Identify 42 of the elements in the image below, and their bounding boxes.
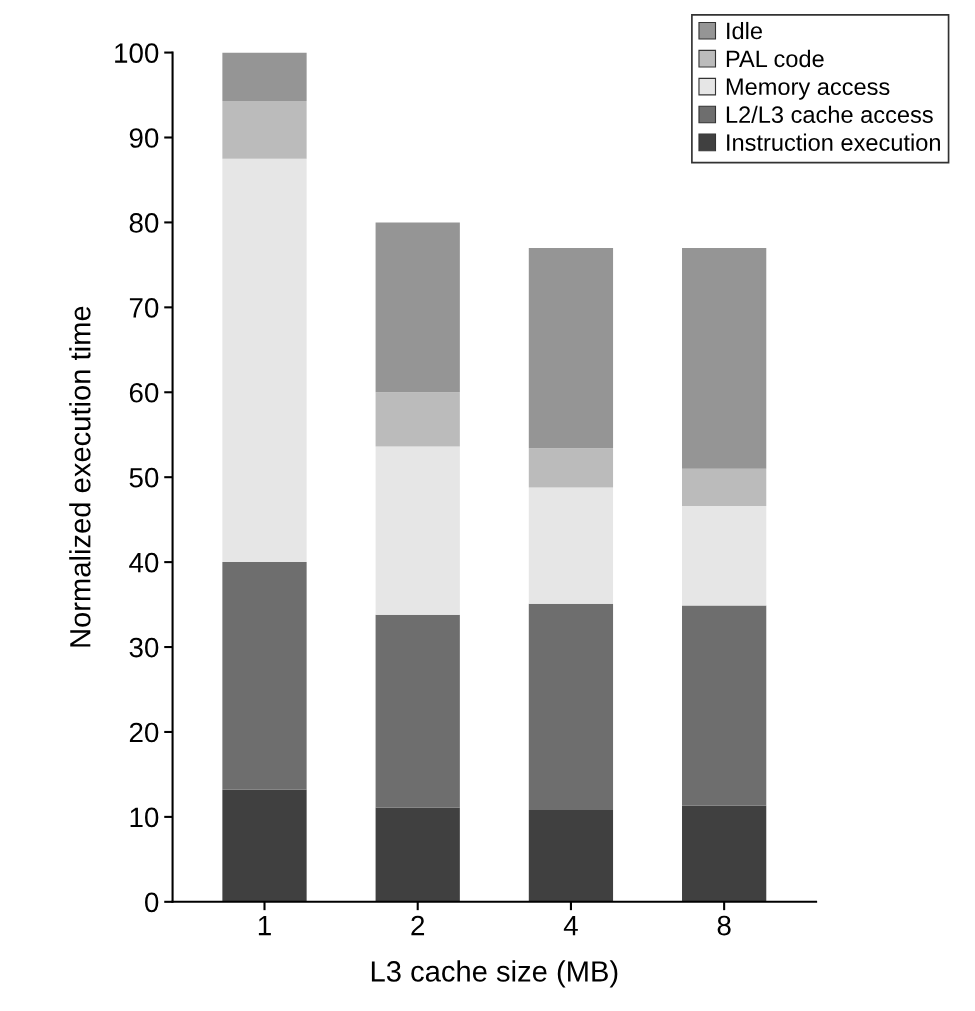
legend-label: Idle [727, 21, 762, 40]
x-tick-label: 1 [258, 916, 271, 936]
bar [682, 506, 767, 606]
bar [222, 52, 307, 101]
y-tick-label: 90 [129, 128, 159, 148]
y-tick-label: 100 [115, 43, 159, 63]
bar [222, 562, 307, 790]
x-axis-title: L3 cache size (MB) [371, 960, 618, 988]
y-tick-label: 50 [129, 467, 159, 488]
bar [222, 158, 307, 563]
bar [682, 805, 767, 902]
bar [682, 247, 767, 469]
legend-label: Memory access [726, 78, 890, 100]
legend-label: L2/L3 cache access [726, 105, 933, 123]
y-axis-title: Normalized execution time [69, 306, 91, 647]
bar [682, 605, 767, 806]
bar [375, 807, 460, 902]
y-tick-label: 30 [129, 637, 159, 658]
bar [375, 614, 460, 808]
bar [375, 392, 460, 447]
bar [528, 448, 614, 488]
bar [528, 487, 614, 604]
x-tick-label: 8 [717, 915, 731, 936]
x-tick-label: 2 [411, 915, 425, 936]
bar [682, 468, 767, 507]
y-tick-label: 70 [129, 298, 159, 318]
y-tick-label: 40 [129, 552, 159, 573]
y-tick-label: 0 [145, 892, 159, 913]
bar [222, 100, 307, 159]
bar [375, 446, 460, 615]
bar [375, 222, 460, 393]
y-tick-label: 80 [129, 213, 159, 233]
y-tick-label: 10 [130, 807, 159, 828]
x-tick-label: 4 [563, 916, 578, 936]
y-tick-label: 60 [129, 382, 159, 403]
bar [528, 247, 614, 449]
bar [528, 810, 614, 902]
bar [528, 603, 614, 811]
bar [222, 789, 307, 902]
legend-label: Instruction execution [727, 133, 940, 151]
y-tick-label: 20 [129, 722, 159, 743]
legend-label: PAL code [726, 49, 824, 68]
